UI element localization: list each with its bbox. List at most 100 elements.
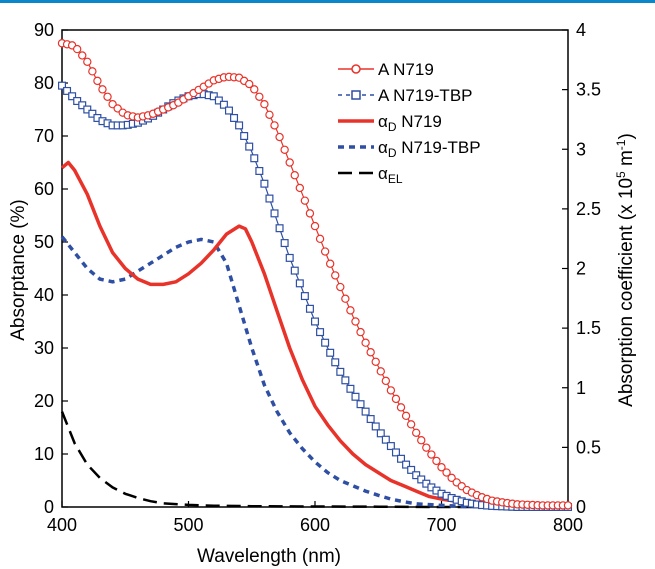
data-point (301, 197, 308, 204)
y-left-tick-label: 20 (34, 391, 54, 411)
legend-item: A N719 (338, 60, 434, 79)
y-right-tick-label: 2 (576, 259, 586, 279)
data-point (564, 502, 571, 509)
legend-swatch (338, 91, 374, 99)
x-tick-label: 400 (47, 515, 77, 535)
legend-label: αD N719 (378, 112, 442, 134)
y-right-tick-label: 2.5 (576, 199, 601, 219)
data-point (322, 339, 329, 346)
y-left-tick-label: 90 (34, 20, 54, 40)
legend-item: αD N719-TBP (338, 138, 481, 160)
data-point (387, 387, 394, 394)
plot-border (62, 30, 568, 507)
series-alpha-EL- (62, 412, 568, 507)
y-left-tick-label: 60 (34, 179, 54, 199)
series-line (62, 43, 568, 505)
data-point (362, 408, 369, 415)
y-left-tick-label: 0 (44, 497, 54, 517)
data-point (367, 349, 374, 356)
legend-label-sub: D (388, 146, 397, 160)
y-right-label-unit-exp: -1 (614, 139, 628, 150)
y-right-tick-label: 0 (576, 497, 586, 517)
data-point (251, 155, 258, 162)
data-point (337, 283, 344, 290)
data-point (316, 235, 323, 242)
data-point (311, 223, 318, 230)
y-right-tick-label: 1.5 (576, 318, 601, 338)
legend-item: A N719-TBP (338, 86, 473, 105)
y-left-axis: 0 10 20 30 40 50 60 70 80 90 (34, 20, 68, 517)
data-point (276, 225, 283, 232)
data-point (423, 444, 430, 451)
data-point (306, 210, 313, 217)
data-point (99, 86, 106, 93)
data-point (322, 248, 329, 255)
legend-label: αEL (378, 164, 403, 186)
data-point (397, 404, 404, 411)
data-point (347, 385, 354, 392)
data-point (291, 267, 298, 274)
data-point (246, 143, 253, 150)
legend-label: A N719 (378, 60, 434, 79)
data-point (342, 295, 349, 302)
data-point (418, 437, 425, 444)
data-point (357, 401, 364, 408)
y-right-tick-label: 3 (576, 139, 586, 159)
legend-swatch (338, 65, 374, 73)
data-point (74, 45, 81, 52)
data-point (89, 68, 96, 75)
series-line (62, 163, 568, 507)
data-point (271, 210, 278, 217)
data-point (104, 93, 111, 100)
x-tick-label: 600 (300, 515, 330, 535)
data-point (357, 329, 364, 336)
data-point (226, 107, 233, 114)
y-right-tick-label: 4 (576, 20, 586, 40)
legend-label-sub: EL (388, 172, 403, 186)
y-right-tick-label: 0.5 (576, 437, 601, 457)
data-point (408, 421, 415, 428)
series-A--n719 (58, 40, 571, 509)
data-point (332, 272, 339, 279)
data-point (94, 77, 101, 84)
legend-label-main: α (378, 138, 388, 157)
data-point (352, 318, 359, 325)
legend-item: αEL (338, 164, 403, 186)
data-point (256, 168, 263, 175)
legend-item: αD N719 (338, 112, 442, 134)
data-point (236, 122, 243, 129)
data-point (372, 423, 379, 430)
series-A--n719-tbp (59, 82, 572, 510)
data-point (266, 111, 273, 118)
y-left-tick-label: 40 (34, 285, 54, 305)
data-point (286, 159, 293, 166)
series-line (62, 86, 568, 507)
data-point (317, 329, 324, 336)
x-tick-label: 700 (426, 515, 456, 535)
data-point (271, 122, 278, 129)
legend-label-suffix: N719 (397, 112, 442, 131)
legend-label-sub: D (388, 120, 397, 134)
series-alpha-D-n719 (62, 163, 568, 507)
data-point (296, 280, 303, 287)
data-point (428, 451, 435, 458)
data-point (231, 115, 238, 122)
data-point (312, 318, 319, 325)
y-left-axis-label: Absorptance (%) (8, 199, 29, 341)
legend-label-suffix: N719-TBP (388, 86, 472, 105)
y-right-axis-label: Absorption coefficient (x 105 m-1) (614, 133, 637, 407)
y-right-label-close: ) (616, 133, 637, 139)
data-point (241, 133, 248, 140)
data-point (342, 377, 349, 384)
data-point (251, 86, 258, 93)
plot-frame (62, 30, 568, 507)
data-point (261, 101, 268, 108)
y-left-tick-label: 30 (34, 338, 54, 358)
data-point (327, 349, 334, 356)
data-point (79, 52, 86, 59)
series-layer (58, 40, 571, 511)
y-right-tick-label: 3.5 (576, 80, 601, 100)
data-point (433, 457, 440, 464)
legend-label-suffix: N719 (388, 60, 433, 79)
